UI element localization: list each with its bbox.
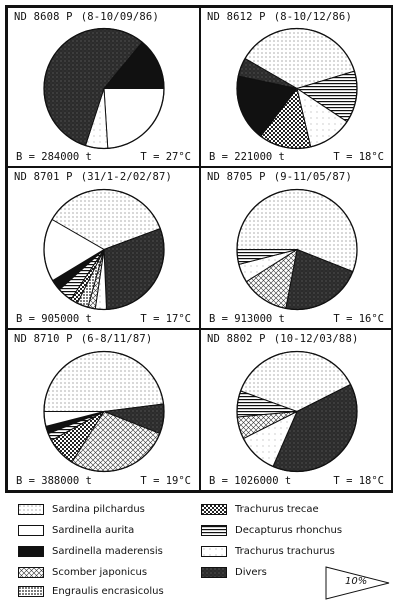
legend-item: Engraulis encrasicolus <box>18 584 164 598</box>
panel-grid: ND 8608 P (8-10/09/86) B = 284000 t T = 2… <box>5 5 393 493</box>
survey-date: (8-10/09/86) <box>80 11 159 23</box>
pie-outline <box>236 350 358 473</box>
panel-nd8608p: ND 8608 P (8-10/09/86) B = 284000 t T = 2… <box>7 7 200 167</box>
temperature-label: T = 16°C <box>333 313 384 325</box>
survey-id: ND 8710 P <box>14 333 73 345</box>
panel-title: ND 8705 P (9-11/05/87) <box>207 171 352 183</box>
panel-title: ND 8608 P (8-10/09/86) <box>14 11 159 23</box>
survey-date: (6-8/11/87) <box>80 333 153 345</box>
legend-item: Decapturus rhonchus <box>201 523 342 537</box>
legend-label: Decapturus rhonchus <box>235 524 343 536</box>
legend-swatch-fill <box>202 546 226 556</box>
legend-label: Engraulis encrasicolus <box>52 585 164 597</box>
panel-nd8612p: ND 8612 P (8-10/12/86) B = 221000 t T = 1… <box>200 7 393 167</box>
survey-id: ND 8802 P <box>207 333 266 345</box>
pie-outline <box>43 27 165 150</box>
survey-id: ND 8705 P <box>207 171 266 183</box>
pie-slice-sardina-pilchardus <box>43 350 165 412</box>
legend-swatch-fill <box>202 504 226 514</box>
panel-nd8701p: ND 8701 P (31/1-2/02/87) B = 905000 t T =… <box>7 167 200 329</box>
temperature-label: T = 17°C <box>140 313 191 325</box>
legend-label: Sardinella aurita <box>52 524 135 536</box>
legend-swatch-fill <box>202 567 226 577</box>
pie-outline <box>43 350 165 473</box>
pie-chart <box>236 350 358 473</box>
legend-swatch <box>18 524 44 536</box>
panel-title: ND 8612 P (8-10/12/86) <box>207 11 352 23</box>
legend-item: Trachurus trecae <box>201 502 319 516</box>
legend-label: Trachurus trecae <box>235 503 319 515</box>
biomass-label: B = 284000 t <box>16 151 92 163</box>
legend-swatch <box>18 545 44 557</box>
survey-date: (31/1-2/02/87) <box>80 171 173 183</box>
biomass-label: B = 221000 t <box>209 151 285 163</box>
pie-outline <box>236 27 358 150</box>
legend: Sardina pilchardus Sardinella aurita Sar… <box>18 500 388 605</box>
legend-swatch-fill <box>19 546 43 556</box>
legend-label: Sardinella maderensis <box>52 545 163 557</box>
legend-swatch <box>201 545 227 557</box>
legend-item: Sardina pilchardus <box>18 502 145 516</box>
survey-id: ND 8612 P <box>207 11 266 23</box>
pie-chart <box>236 188 358 311</box>
panel-title: ND 8710 P (6-8/11/87) <box>14 333 152 345</box>
legend-item: Divers <box>201 565 267 579</box>
legend-label: Trachurus trachurus <box>235 545 335 557</box>
survey-id: ND 8608 P <box>14 11 73 23</box>
biomass-label: B = 1026000 t <box>209 475 292 487</box>
panel-nd8705p: ND 8705 P (9-11/05/87) B = 913000 t T = 1… <box>200 167 393 329</box>
biomass-label: B = 913000 t <box>209 313 285 325</box>
legend-swatch <box>18 585 44 597</box>
legend-item: Trachurus trachurus <box>201 544 335 558</box>
legend-label: Scomber japonicus <box>52 566 148 578</box>
legend-swatch <box>201 566 227 578</box>
scale-wedge-icon <box>325 566 390 600</box>
pie-chart <box>43 350 165 473</box>
panel-nd8710p: ND 8710 P (6-8/11/87) B = 388000 t T = 19… <box>7 329 200 491</box>
legend-item: Scomber japonicus <box>18 565 147 579</box>
pie-chart <box>43 188 165 311</box>
temperature-label: T = 18°C <box>333 151 384 163</box>
legend-swatch-fill <box>19 586 43 596</box>
legend-swatch-fill <box>19 504 43 514</box>
survey-id: ND 8701 P <box>14 171 73 183</box>
pie-slice-sardinella-aurita <box>103 88 165 149</box>
temperature-label: T = 27°C <box>140 151 191 163</box>
survey-date: (9-11/05/87) <box>273 171 352 183</box>
legend-label: Divers <box>235 566 267 578</box>
legend-item: Sardinella aurita <box>18 523 134 537</box>
biomass-label: B = 388000 t <box>16 475 92 487</box>
temperature-label: T = 18°C <box>333 475 384 487</box>
legend-item: Sardinella maderensis <box>18 544 163 558</box>
survey-date: (8-10/12/86) <box>273 11 352 23</box>
pie-outline <box>236 188 358 311</box>
legend-swatch-fill <box>19 525 43 535</box>
legend-swatch <box>18 566 44 578</box>
legend-swatch <box>201 503 227 515</box>
pie-chart <box>43 27 165 150</box>
legend-label: Sardina pilchardus <box>52 503 145 515</box>
legend-swatch-fill <box>19 567 43 577</box>
biomass-label: B = 905000 t <box>16 313 92 325</box>
pie-outline <box>43 188 165 311</box>
survey-date: (10-12/03/88) <box>273 333 359 345</box>
panel-title: ND 8701 P (31/1-2/02/87) <box>14 171 172 183</box>
scale-label: 10% <box>345 576 368 587</box>
temperature-label: T = 19°C <box>140 475 191 487</box>
panel-nd8802p: ND 8802 P (10-12/03/88) B = 1026000 t T =… <box>200 329 393 491</box>
legend-swatch <box>18 503 44 515</box>
legend-swatch-fill <box>202 525 226 535</box>
pie-chart <box>236 27 358 150</box>
panel-title: ND 8802 P (10-12/03/88) <box>207 333 358 345</box>
legend-swatch <box>201 524 227 536</box>
